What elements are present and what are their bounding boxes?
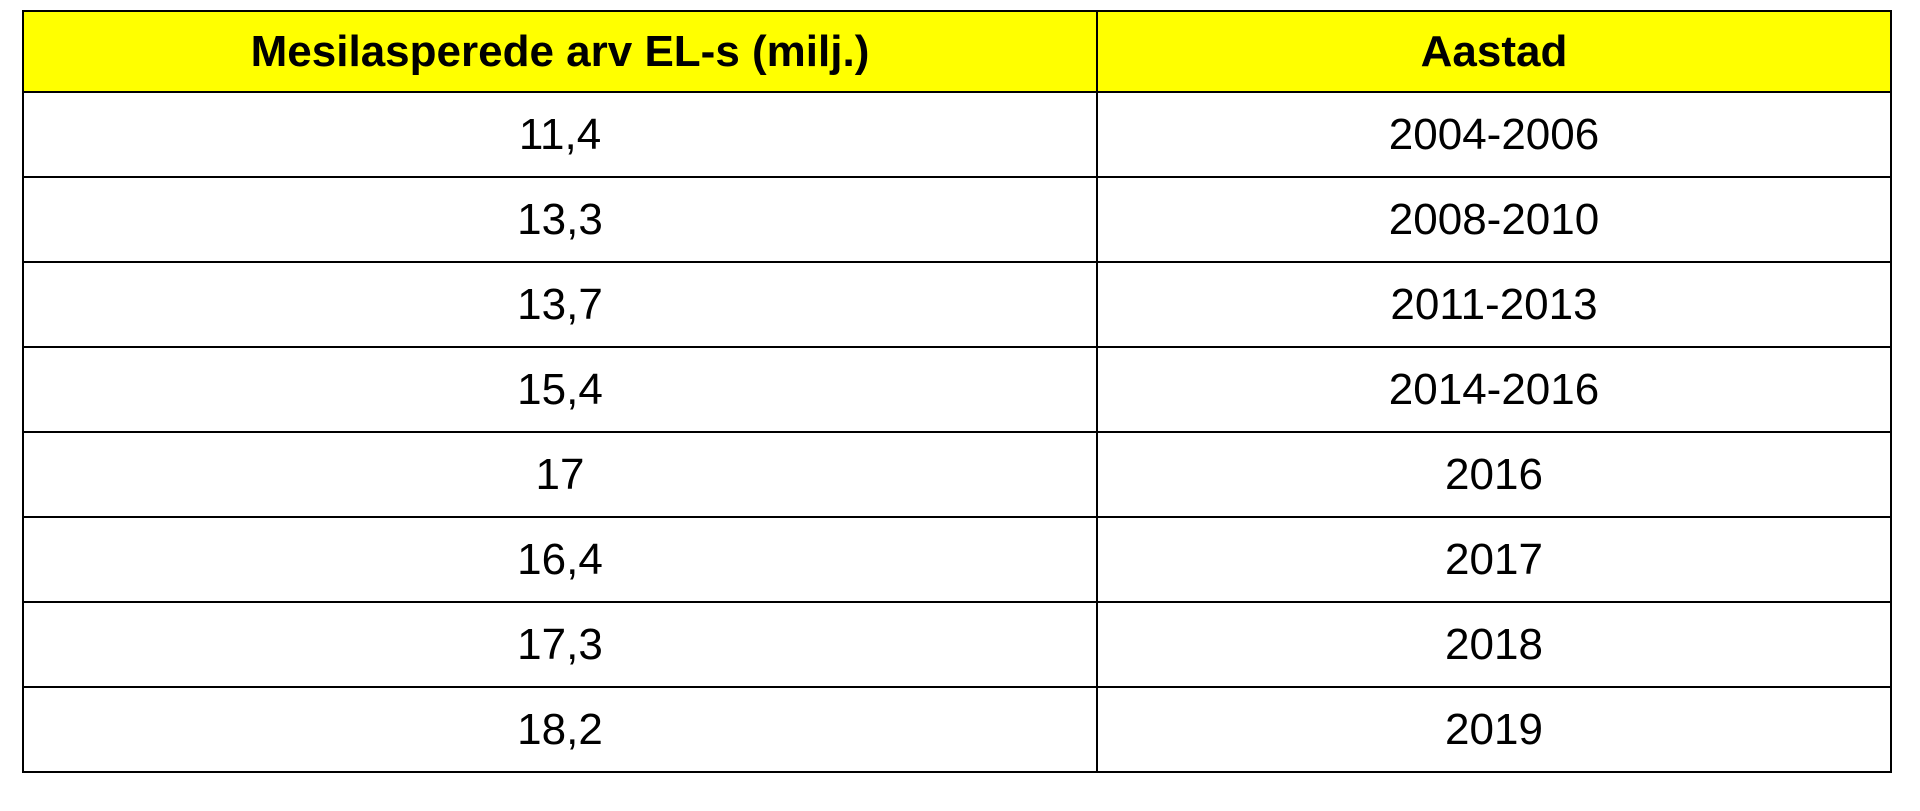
table-row: 13,3 2008-2010 [22, 176, 1892, 263]
table-cell: 16,4 [22, 516, 1098, 603]
table-body: 11,4 2004-2006 13,3 2008-2010 13,7 2011-2013 1… [22, 91, 1892, 773]
header-cell: Mesilasperede arv EL-s (milj.) [22, 10, 1098, 93]
table-cell: 15,4 [22, 346, 1098, 433]
table-head: Mesilasperede arv EL-s (milj.) Aastad [22, 10, 1892, 93]
table-row: 15,4 2014-2016 [22, 346, 1892, 433]
table-row: 13,7 2011-2013 [22, 261, 1892, 348]
table-cell: 17,3 [22, 601, 1098, 688]
table-cell: 2018 [1096, 601, 1892, 688]
table-cell: 2017 [1096, 516, 1892, 603]
table-cell: 2004-2006 [1096, 91, 1892, 178]
table-cell: 13,3 [22, 176, 1098, 263]
data-table: Mesilasperede arv EL-s (milj.) Aastad 11… [22, 10, 1892, 773]
table-cell: 2014-2016 [1096, 346, 1892, 433]
table-cell: 2011-2013 [1096, 261, 1892, 348]
table-cell: 17 [22, 431, 1098, 518]
table-row: 11,4 2004-2006 [22, 91, 1892, 178]
table-cell: 2019 [1096, 686, 1892, 773]
table-cell: 13,7 [22, 261, 1098, 348]
table-cell: 18,2 [22, 686, 1098, 773]
table-row: 16,4 2017 [22, 516, 1892, 603]
table-cell: 11,4 [22, 91, 1098, 178]
table-row: 17,3 2018 [22, 601, 1892, 688]
table-row: 17 2016 [22, 431, 1892, 518]
header-row: Mesilasperede arv EL-s (milj.) Aastad [22, 10, 1892, 93]
header-cell: Aastad [1096, 10, 1892, 93]
table-cell: 2008-2010 [1096, 176, 1892, 263]
table-row: 18,2 2019 [22, 686, 1892, 773]
table-cell: 2016 [1096, 431, 1892, 518]
